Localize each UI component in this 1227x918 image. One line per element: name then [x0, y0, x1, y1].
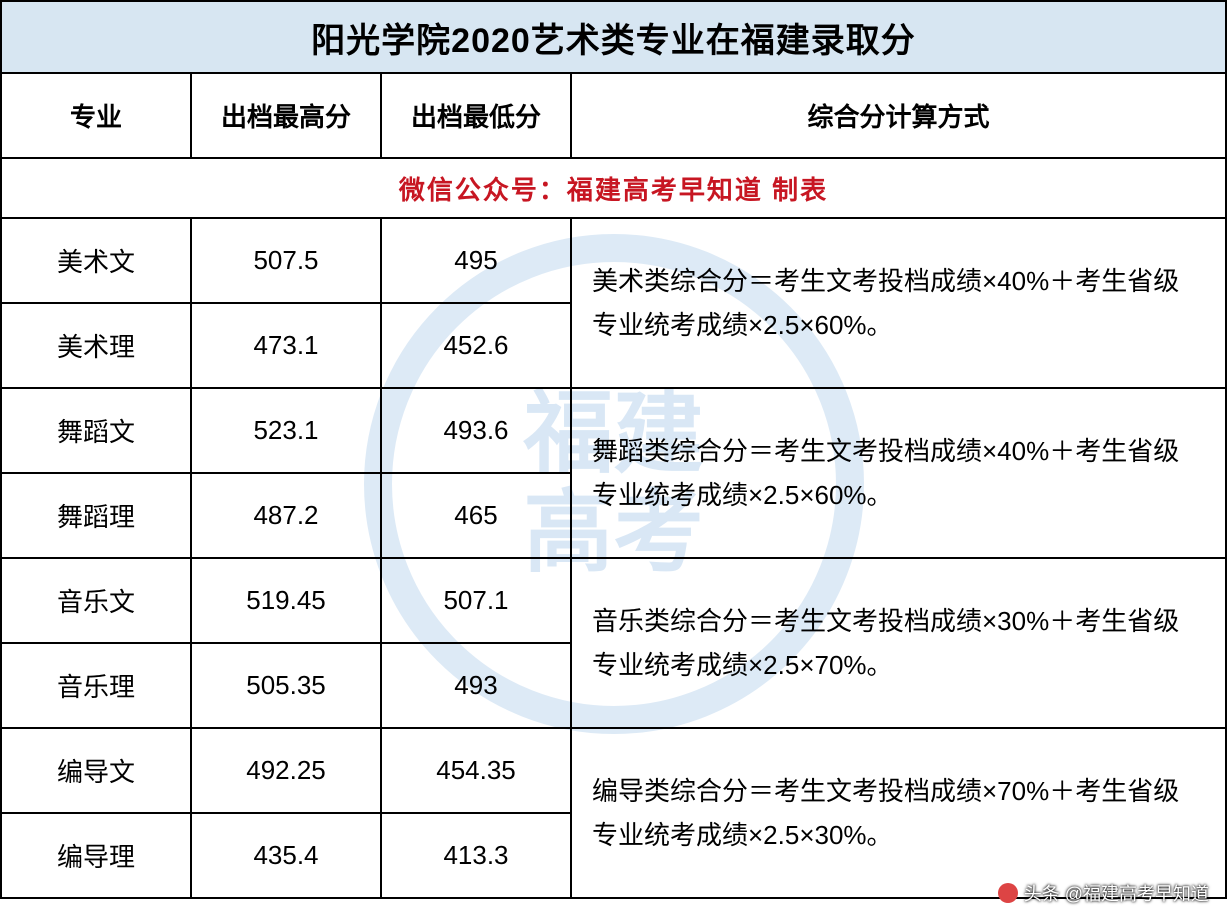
header-low: 出档最低分 [381, 73, 571, 158]
cell-major: 编导文 [1, 728, 191, 813]
cell-low: 454.35 [381, 728, 571, 813]
cell-low: 413.3 [381, 813, 571, 898]
table-row: 舞蹈文 523.1 493.6 舞蹈类综合分＝考生文考投档成绩×40%＋考生省级… [1, 388, 1226, 473]
cell-major: 编导理 [1, 813, 191, 898]
table-row: 美术文 507.5 495 美术类综合分＝考生文考投档成绩×40%＋考生省级专业… [1, 218, 1226, 303]
table-row: 音乐文 519.45 507.1 音乐类综合分＝考生文考投档成绩×30%＋考生省… [1, 558, 1226, 643]
cell-formula: 编导类综合分＝考生文考投档成绩×70%＋考生省级专业统考成绩×2.5×30%。 [571, 728, 1226, 898]
table-row: 编导文 492.25 454.35 编导类综合分＝考生文考投档成绩×70%＋考生… [1, 728, 1226, 813]
cell-high: 507.5 [191, 218, 381, 303]
title-row: 阳光学院2020艺术类专业在福建录取分 [1, 1, 1226, 73]
cell-major: 音乐理 [1, 643, 191, 728]
cell-major: 美术文 [1, 218, 191, 303]
cell-major: 音乐文 [1, 558, 191, 643]
table-title: 阳光学院2020艺术类专业在福建录取分 [1, 1, 1226, 73]
header-formula: 综合分计算方式 [571, 73, 1226, 158]
notice-text: 微信公众号：福建高考早知道 制表 [1, 158, 1226, 218]
cell-low: 507.1 [381, 558, 571, 643]
cell-low: 465 [381, 473, 571, 558]
cell-major: 舞蹈文 [1, 388, 191, 473]
source-text: 头条 @福建高考早知道 [1024, 880, 1209, 906]
cell-low: 493.6 [381, 388, 571, 473]
cell-high: 505.35 [191, 643, 381, 728]
cell-high: 487.2 [191, 473, 381, 558]
cell-formula: 美术类综合分＝考生文考投档成绩×40%＋考生省级专业统考成绩×2.5×60%。 [571, 218, 1226, 388]
header-major: 专业 [1, 73, 191, 158]
notice-row: 微信公众号：福建高考早知道 制表 [1, 158, 1226, 218]
header-high: 出档最高分 [191, 73, 381, 158]
cell-low: 493 [381, 643, 571, 728]
cell-major: 舞蹈理 [1, 473, 191, 558]
cell-low: 452.6 [381, 303, 571, 388]
cell-formula: 音乐类综合分＝考生文考投档成绩×30%＋考生省级专业统考成绩×2.5×70%。 [571, 558, 1226, 728]
admission-scores-table: 阳光学院2020艺术类专业在福建录取分 专业 出档最高分 出档最低分 综合分计算… [0, 0, 1227, 899]
cell-high: 473.1 [191, 303, 381, 388]
cell-major: 美术理 [1, 303, 191, 388]
cell-high: 523.1 [191, 388, 381, 473]
source-attribution: 头条 @福建高考早知道 [998, 880, 1209, 906]
cell-high: 492.25 [191, 728, 381, 813]
cell-high: 435.4 [191, 813, 381, 898]
cell-formula: 舞蹈类综合分＝考生文考投档成绩×40%＋考生省级专业统考成绩×2.5×60%。 [571, 388, 1226, 558]
header-row: 专业 出档最高分 出档最低分 综合分计算方式 [1, 73, 1226, 158]
cell-high: 519.45 [191, 558, 381, 643]
cell-low: 495 [381, 218, 571, 303]
source-icon [998, 883, 1018, 903]
